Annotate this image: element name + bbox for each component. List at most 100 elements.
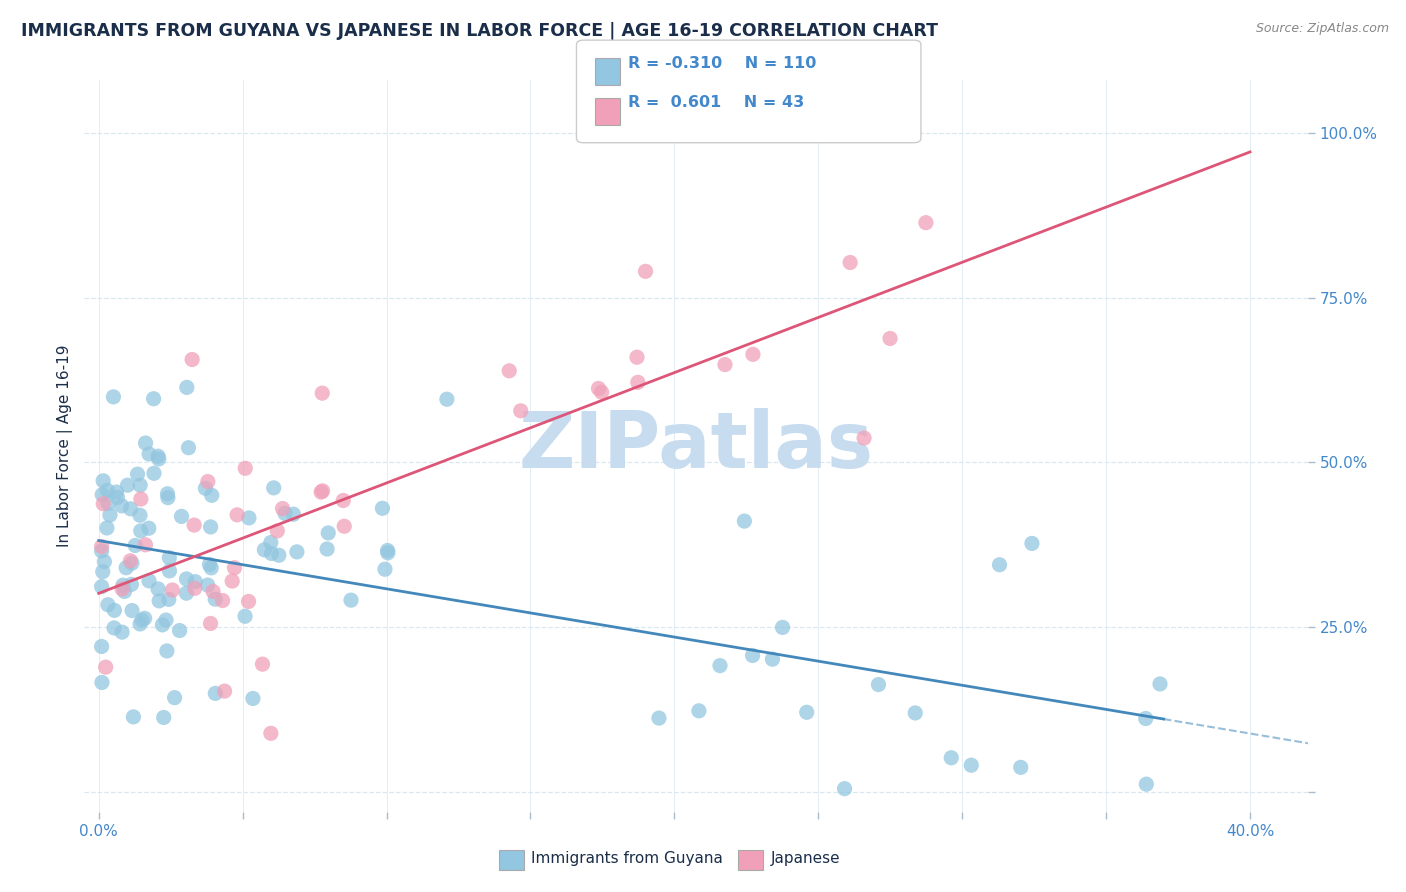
Point (285, 545, 308, 559)
Point (742, 347, 765, 361)
Point (941, 751, 963, 765)
Point (709, 658, 731, 673)
Point (120, 554, 142, 568)
Point (200, 520, 222, 534)
Point (120, 577, 142, 591)
Point (627, 376, 650, 390)
Point (194, 481, 217, 495)
Point (121, 603, 143, 617)
Point (283, 507, 305, 521)
Point (97, 496, 120, 510)
Point (146, 449, 169, 463)
Point (103, 621, 125, 635)
Point (148, 452, 170, 467)
Point (1135, 777, 1157, 791)
Point (163, 690, 186, 705)
Point (156, 644, 179, 658)
Point (201, 488, 224, 502)
Point (211, 593, 233, 607)
Point (198, 558, 221, 572)
Point (91, 488, 114, 502)
Point (333, 519, 356, 533)
Point (772, 620, 794, 634)
Point (155, 613, 177, 627)
Point (316, 525, 339, 540)
Point (1010, 760, 1032, 774)
Point (1149, 677, 1171, 691)
Text: IMMIGRANTS FROM GUYANA VS JAPANESE IN LABOR FORCE | AGE 16-19 CORRELATION CHART: IMMIGRANTS FROM GUYANA VS JAPANESE IN LA… (21, 22, 938, 40)
Point (183, 582, 205, 596)
Point (988, 558, 1011, 572)
Point (146, 582, 169, 596)
Point (260, 546, 283, 560)
Point (266, 524, 288, 538)
Point (129, 478, 152, 492)
Point (138, 574, 160, 588)
Point (200, 561, 222, 575)
Point (202, 584, 225, 599)
Point (509, 404, 531, 418)
Point (761, 652, 783, 666)
Point (90, 580, 112, 594)
Point (184, 574, 207, 589)
Point (591, 385, 613, 400)
Point (260, 726, 283, 740)
Point (879, 331, 901, 345)
Text: Source: ZipAtlas.com: Source: ZipAtlas.com (1256, 22, 1389, 36)
Point (238, 594, 260, 608)
Point (634, 264, 657, 278)
Point (309, 485, 332, 500)
Point (91, 565, 114, 579)
Point (224, 560, 246, 574)
Point (340, 593, 363, 607)
Point (142, 392, 165, 406)
Point (131, 613, 153, 627)
Point (98, 508, 121, 522)
Text: R = -0.310    N = 110: R = -0.310 N = 110 (628, 56, 817, 71)
Point (111, 625, 134, 640)
Point (152, 710, 174, 724)
Point (233, 461, 256, 475)
Point (115, 560, 138, 574)
Point (129, 508, 152, 523)
Point (733, 514, 755, 528)
Point (626, 350, 648, 364)
Point (183, 518, 205, 533)
Point (176, 586, 198, 600)
Point (1021, 536, 1043, 550)
Point (176, 380, 198, 394)
Point (111, 499, 134, 513)
Point (267, 548, 290, 562)
Point (90, 540, 112, 554)
Point (868, 677, 890, 691)
Point (377, 546, 399, 560)
Point (105, 485, 128, 500)
Point (135, 436, 157, 450)
Point (204, 592, 226, 607)
Point (156, 487, 179, 501)
Point (96, 521, 118, 535)
Point (214, 684, 236, 698)
Point (134, 538, 156, 552)
Point (242, 691, 264, 706)
Point (127, 467, 149, 482)
Point (121, 556, 143, 570)
Point (169, 624, 191, 638)
Point (714, 358, 737, 372)
Point (834, 781, 856, 796)
Point (960, 758, 983, 772)
Point (148, 594, 170, 608)
Point (129, 524, 152, 538)
Point (374, 562, 396, 576)
Point (103, 603, 125, 617)
Text: R =  0.601    N = 43: R = 0.601 N = 43 (628, 95, 804, 111)
Point (124, 538, 146, 552)
Point (233, 609, 256, 624)
Point (107, 491, 129, 505)
Point (93, 555, 115, 569)
Point (263, 481, 285, 495)
Point (177, 441, 200, 455)
Point (90, 640, 112, 654)
Point (96, 483, 118, 498)
Y-axis label: In Labor Force | Age 16-19: In Labor Force | Age 16-19 (58, 344, 73, 548)
